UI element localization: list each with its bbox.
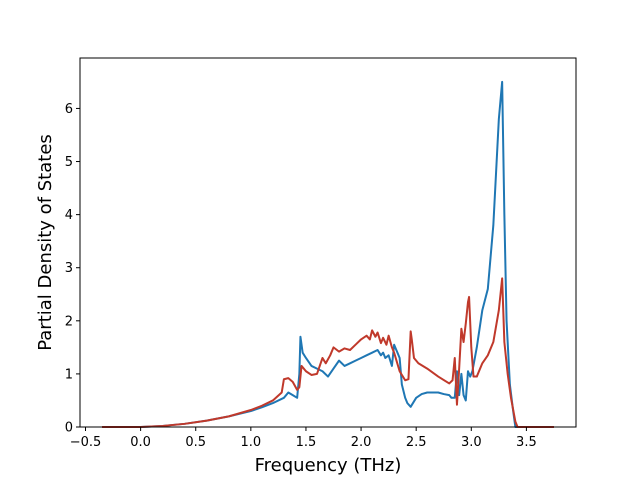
y-tick-label: 1 — [65, 367, 73, 382]
series-line-1 — [102, 80, 554, 428]
x-tick-label: 3.5 — [516, 435, 537, 450]
x-tick-label: 0.0 — [130, 435, 151, 450]
x-tick-label: 3.0 — [461, 435, 482, 450]
plot-series — [102, 80, 554, 428]
x-tick-label: −0.5 — [70, 435, 102, 450]
y-tick-label: 0 — [65, 421, 73, 436]
y-tick-label: 5 — [65, 155, 73, 170]
x-tick-label: 0.5 — [185, 435, 206, 450]
plot-frame — [79, 57, 577, 428]
x-tick-label: 2.5 — [406, 435, 427, 450]
x-tick-label: 1.5 — [296, 435, 317, 450]
y-tick-label: 2 — [65, 314, 73, 329]
y-tick-label: 4 — [65, 208, 73, 223]
y-axis: 0 1 2 3 4 5 6 — [65, 102, 80, 436]
x-axis-label: Frequency (THz) — [255, 455, 402, 476]
x-axis: −0.5 0.0 0.5 1.0 1.5 2.0 2.5 3.0 3.5 — [70, 427, 537, 450]
x-tick-label: 1.0 — [241, 435, 262, 450]
y-tick-label: 3 — [65, 261, 73, 276]
y-axis-label: Partial Density of States — [35, 134, 56, 351]
y-tick-label: 6 — [65, 102, 73, 117]
x-tick-label: 2.0 — [351, 435, 372, 450]
series-line-2 — [102, 277, 554, 428]
